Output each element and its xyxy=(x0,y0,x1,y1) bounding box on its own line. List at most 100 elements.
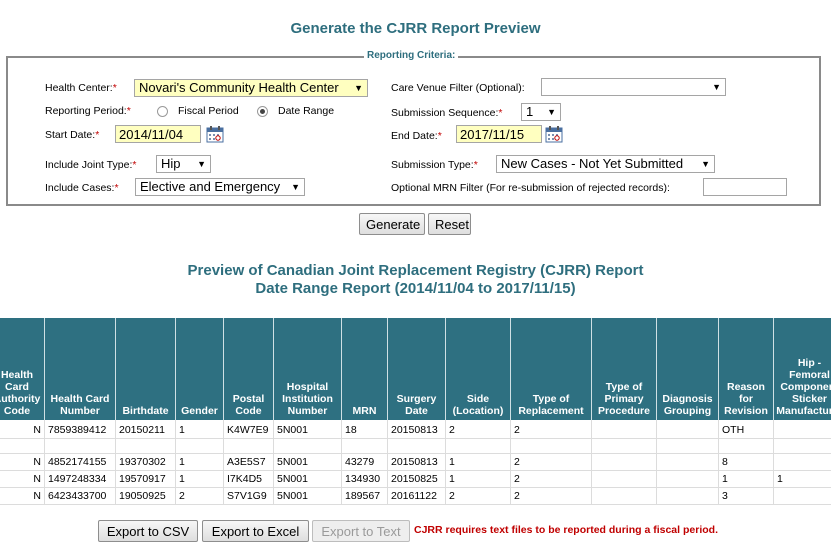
fiscal-period-message: CJRR requires text files to be reported … xyxy=(414,524,718,536)
table-cell: N xyxy=(0,471,45,488)
health-center-select[interactable]: Novari's Community Health Center ▼ xyxy=(134,79,368,97)
column-divider xyxy=(175,420,176,505)
table-cell: 5N001 xyxy=(274,454,342,471)
calendar-icon[interactable] xyxy=(206,125,224,143)
table-cell: 2 xyxy=(511,488,592,505)
table-cell: 1 xyxy=(176,422,224,439)
column-divider xyxy=(773,420,774,505)
end-date-input[interactable] xyxy=(456,125,542,143)
submission-type-select[interactable]: New Cases - Not Yet Submitted ▼ xyxy=(496,155,715,173)
table-cell: 2 xyxy=(511,422,592,439)
care-venue-filter-label: Care Venue Filter (Optional): xyxy=(391,82,525,94)
table-cell: 8 xyxy=(719,454,774,471)
care-venue-filter-select[interactable]: ▼ xyxy=(541,78,726,96)
chevron-down-icon: ▼ xyxy=(547,107,556,117)
table-cell: 2 xyxy=(176,488,224,505)
start-date-input[interactable] xyxy=(115,125,201,143)
table-cell: 1 xyxy=(774,471,831,488)
fiscal-period-radio[interactable] xyxy=(157,106,168,117)
column-header: MRN xyxy=(342,318,388,420)
row-divider xyxy=(0,504,831,505)
calendar-icon[interactable] xyxy=(545,125,563,143)
column-divider xyxy=(273,420,274,505)
chevron-down-icon: ▼ xyxy=(291,182,300,192)
table-cell: 1 xyxy=(446,471,511,488)
column-header: Hospital Institution Number xyxy=(274,318,342,420)
column-header: Side (Location) xyxy=(446,318,511,420)
table-cell: 19570917 xyxy=(116,471,176,488)
column-divider xyxy=(115,420,116,505)
table-cell xyxy=(592,471,657,488)
health-center-label: Health Center:* xyxy=(45,82,117,94)
reporting-period-label: Reporting Period:* xyxy=(45,105,131,117)
mrn-filter-label: Optional MRN Filter (For re-submission o… xyxy=(391,182,670,194)
table-cell: 2 xyxy=(511,471,592,488)
table-cell xyxy=(774,488,831,505)
table-cell: 18 xyxy=(342,422,388,439)
table-cell: 1 xyxy=(176,454,224,471)
export-text-button: Export to Text xyxy=(312,520,410,542)
export-csv-button[interactable]: Export to CSV xyxy=(98,520,198,542)
column-header: Type of Primary Procedure xyxy=(592,318,657,420)
table-cell: 4852174155 xyxy=(45,454,116,471)
chevron-down-icon: ▼ xyxy=(354,83,363,93)
preview-title: Preview of Canadian Joint Replacement Re… xyxy=(187,262,644,279)
table-cell xyxy=(592,454,657,471)
table-cell: 20150813 xyxy=(388,454,446,471)
chevron-down-icon: ▼ xyxy=(197,159,206,169)
table-cell: 20161122 xyxy=(388,488,446,505)
table-cell xyxy=(592,488,657,505)
include-joint-type-label: Include Joint Type:* xyxy=(45,159,137,171)
include-cases-select[interactable]: Elective and Emergency ▼ xyxy=(135,178,305,196)
table-cell: 7859389412 xyxy=(45,422,116,439)
table-cell: 189567 xyxy=(342,488,388,505)
table-cell: 5N001 xyxy=(274,488,342,505)
table-cell: 1497248334 xyxy=(45,471,116,488)
table-cell: K4W7E9 xyxy=(224,422,274,439)
chevron-down-icon: ▼ xyxy=(712,82,721,92)
column-header: Hip - Femoral Component Sticker Manufact… xyxy=(774,318,831,420)
submission-sequence-select[interactable]: 1 ▼ xyxy=(521,103,561,121)
table-cell: 5N001 xyxy=(274,471,342,488)
table-cell: OTH xyxy=(719,422,774,439)
table-cell: 6423433700 xyxy=(45,488,116,505)
submission-sequence-label: Submission Sequence:* xyxy=(391,107,503,119)
table-cell: 19050925 xyxy=(116,488,176,505)
table-cell: 1 xyxy=(446,454,511,471)
date-range-radio[interactable] xyxy=(257,106,268,117)
table-cell: 19370302 xyxy=(116,454,176,471)
table-cell: 3 xyxy=(719,488,774,505)
row-divider xyxy=(0,470,831,471)
generate-button[interactable]: Generate xyxy=(359,213,425,235)
table-cell: 134930 xyxy=(342,471,388,488)
export-excel-button[interactable]: Export to Excel xyxy=(202,520,309,542)
table-cell: N xyxy=(0,454,45,471)
reset-button[interactable]: Reset xyxy=(428,213,471,235)
table-cell: 5N001 xyxy=(274,422,342,439)
table-cell: 2 xyxy=(446,488,511,505)
table-cell: 2 xyxy=(446,422,511,439)
table-cell: 20150825 xyxy=(388,471,446,488)
fiscal-period-label: Fiscal Period xyxy=(178,105,239,117)
table-cell xyxy=(657,454,719,471)
preview-subtitle: Date Range Report (2014/11/04 to 2017/11… xyxy=(255,280,576,297)
table-cell: 43279 xyxy=(342,454,388,471)
column-divider xyxy=(510,420,511,505)
table-cell xyxy=(592,422,657,439)
table-cell: 20150211 xyxy=(116,422,176,439)
chevron-down-icon: ▼ xyxy=(701,159,710,169)
start-date-label: Start Date:* xyxy=(45,129,100,141)
column-header: Postal Code xyxy=(224,318,274,420)
table-cell xyxy=(774,422,831,439)
page-title: Generate the CJRR Report Preview xyxy=(290,20,541,37)
reporting-criteria: Reporting Criteria: Health Center:* Nova… xyxy=(6,50,821,206)
row-divider xyxy=(0,487,831,488)
column-divider xyxy=(387,420,388,505)
reporting-criteria-legend: Reporting Criteria: xyxy=(364,50,459,61)
column-header: Type of Replacement xyxy=(511,318,592,420)
column-divider xyxy=(656,420,657,505)
mrn-filter-input[interactable] xyxy=(703,178,787,196)
table-cell: I7K4D5 xyxy=(224,471,274,488)
include-joint-type-select[interactable]: Hip ▼ xyxy=(156,155,211,173)
table-cell xyxy=(657,488,719,505)
